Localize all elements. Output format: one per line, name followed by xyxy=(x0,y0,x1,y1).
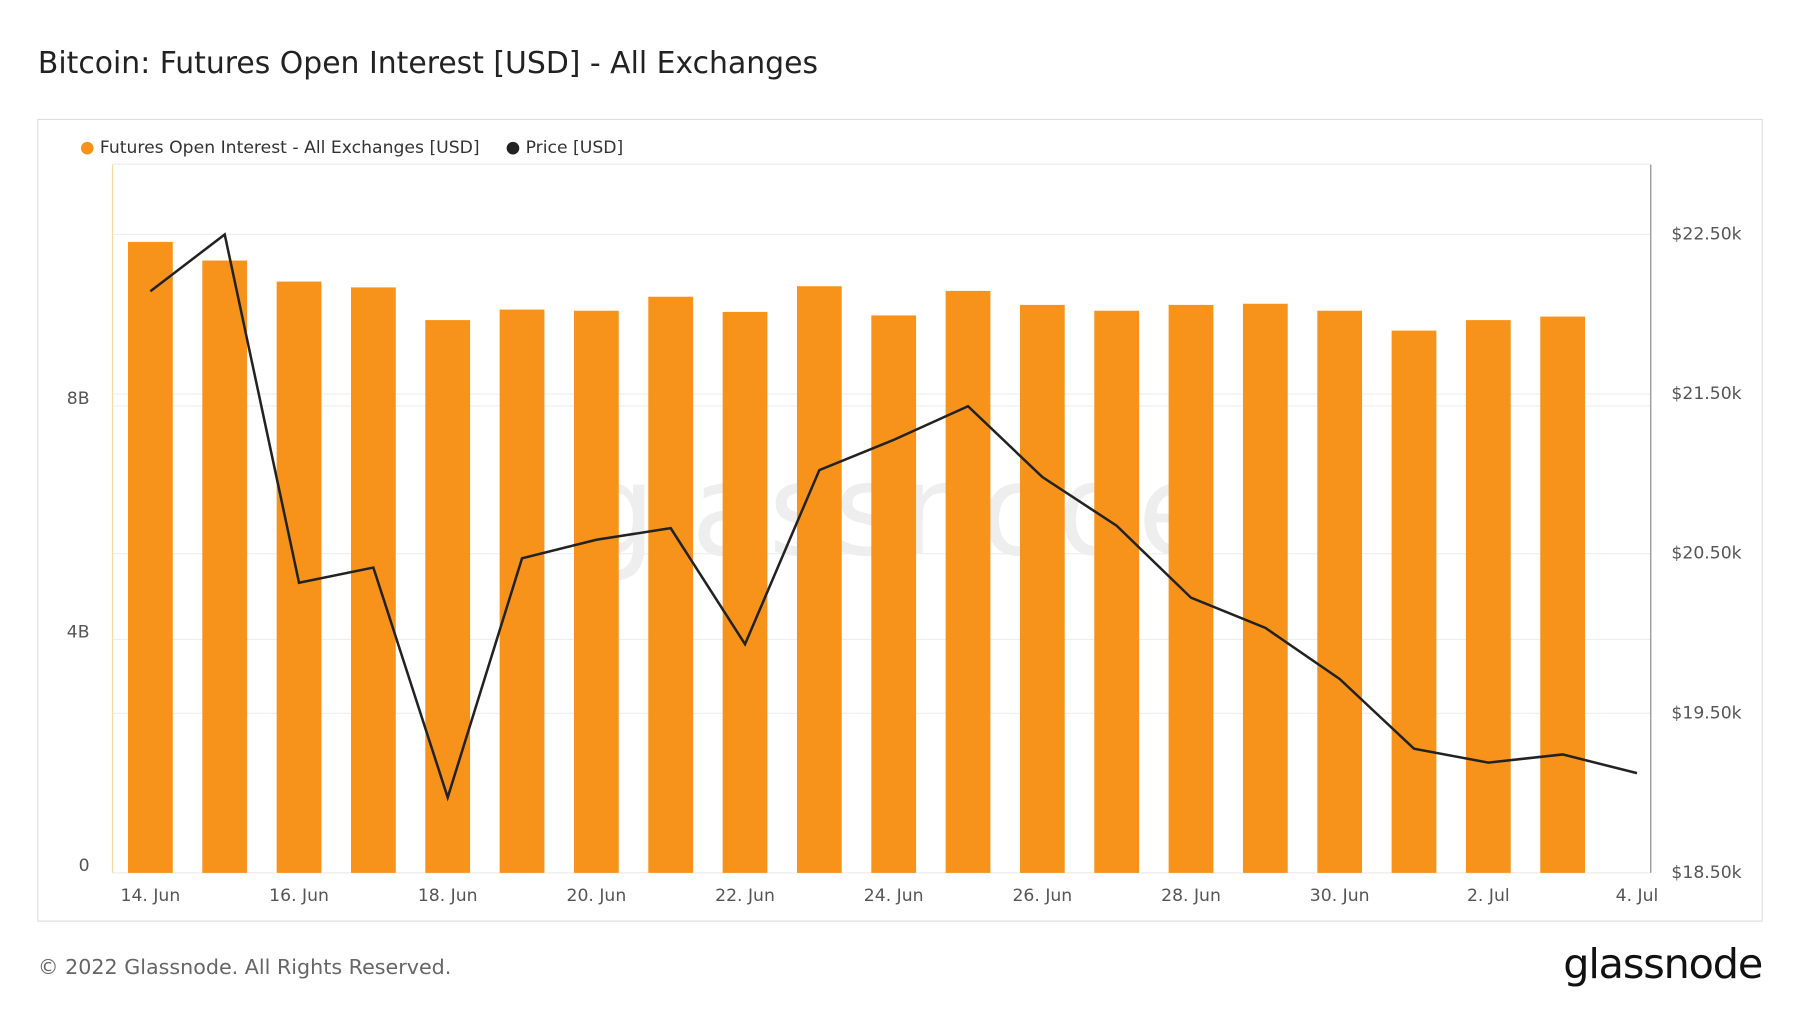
x-tick-label: 26. Jun xyxy=(1012,886,1072,906)
x-tick-label: 30. Jun xyxy=(1310,886,1370,906)
bar xyxy=(871,315,917,873)
legend-marker xyxy=(506,141,520,155)
x-tick-label: 28. Jun xyxy=(1161,886,1221,906)
price-line xyxy=(149,232,1638,802)
chart-title: Bitcoin: Futures Open Interest [USD] - A… xyxy=(38,46,818,81)
y2-tick-label: $21.50k xyxy=(1671,384,1741,404)
chart-frame xyxy=(37,118,1763,922)
bar xyxy=(1019,304,1065,873)
y2-tick-label: $20.50k xyxy=(1671,544,1741,564)
y2-tick-label: $22.50k xyxy=(1671,224,1741,244)
bar xyxy=(202,260,248,873)
legend-marker xyxy=(80,141,94,155)
bar xyxy=(1540,316,1586,873)
x-tick-label: 16. Jun xyxy=(269,886,329,906)
bar xyxy=(425,320,471,873)
y-tick-label: 0 xyxy=(79,856,90,876)
legend-label: Futures Open Interest - All Exchanges [U… xyxy=(100,138,480,158)
logo: glassnode xyxy=(1563,940,1762,988)
footer: © 2022 Glassnode. All Rights Reserved. xyxy=(38,955,451,979)
y-tick-label: 8B xyxy=(67,389,90,409)
x-tick-label: 4. Jul xyxy=(1616,886,1659,906)
bar xyxy=(722,311,768,873)
x-tick-label: 22. Jun xyxy=(715,886,775,906)
bar xyxy=(350,287,396,873)
y2-tick-label: $19.50k xyxy=(1671,703,1741,723)
bar xyxy=(573,310,619,873)
bar xyxy=(648,296,694,873)
bar xyxy=(127,241,173,873)
x-tick-label: 14. Jun xyxy=(121,886,181,906)
bar xyxy=(1391,330,1437,873)
bar xyxy=(945,290,991,873)
x-tick-label: 18. Jun xyxy=(418,886,478,906)
bar xyxy=(499,309,545,873)
y-tick-label: 4B xyxy=(67,622,90,642)
x-tick-label: 20. Jun xyxy=(566,886,626,906)
bar xyxy=(1465,320,1511,873)
y2-tick-label: $18.50k xyxy=(1671,863,1741,883)
bar xyxy=(1317,310,1363,873)
x-tick-label: 2. Jul xyxy=(1467,886,1510,906)
bar xyxy=(796,286,842,873)
legend-label: Price [USD] xyxy=(526,138,624,158)
bar xyxy=(1094,310,1140,873)
bar xyxy=(1168,304,1214,873)
x-tick-label: 24. Jun xyxy=(864,886,924,906)
bar xyxy=(1242,303,1288,873)
